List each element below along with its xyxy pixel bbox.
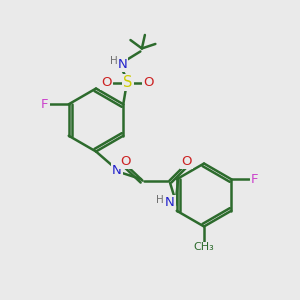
Text: N: N — [165, 196, 175, 209]
Text: N: N — [112, 164, 122, 177]
Text: S: S — [123, 75, 133, 90]
Text: F: F — [41, 98, 49, 111]
Text: O: O — [181, 155, 192, 168]
Text: CH₃: CH₃ — [194, 242, 214, 253]
Text: N: N — [118, 58, 127, 70]
Text: H: H — [122, 158, 130, 169]
Text: H: H — [110, 56, 118, 66]
Text: H: H — [156, 195, 164, 205]
Text: O: O — [120, 155, 131, 168]
Text: O: O — [101, 76, 112, 89]
Text: F: F — [250, 173, 258, 186]
Text: O: O — [143, 76, 154, 89]
